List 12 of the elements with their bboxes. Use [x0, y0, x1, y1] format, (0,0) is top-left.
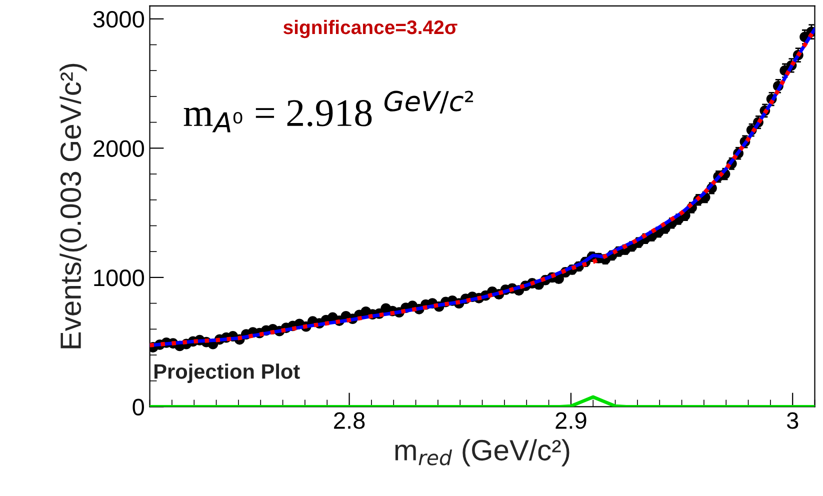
annotation: significance=3.42σ [283, 20, 458, 38]
annotation: m$_{A⁰}$ = 2.918 $^{GeV/c²}$ [184, 90, 474, 132]
x-tick-label: 3 [786, 412, 798, 429]
annotation: Projection Plot [154, 364, 300, 383]
y-tick-label: 0 [132, 398, 144, 416]
y-tick-label: 3000 [93, 10, 144, 28]
y-tick-label: 1000 [94, 270, 144, 286]
y-axis-title: Events/(0.003 GeV/c²) [60, 64, 87, 348]
y-tick-label: 2000 [94, 140, 144, 157]
x-axis-title: m$_{red}$ (GeV/c²) [395, 439, 570, 466]
x-tick-label: 2.9 [556, 412, 586, 429]
x-tick-label: 2.8 [334, 412, 365, 429]
